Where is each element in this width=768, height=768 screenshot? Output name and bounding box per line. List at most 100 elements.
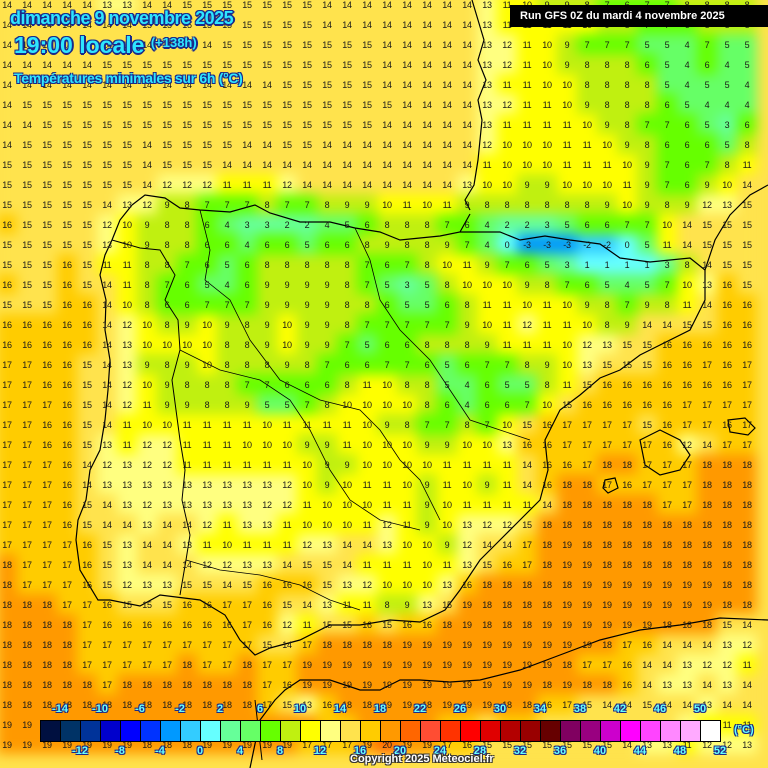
- field-cell: [397, 334, 417, 354]
- grid-value: 11: [502, 460, 512, 470]
- grid-value: 11: [682, 300, 692, 310]
- grid-value: 9: [444, 540, 450, 550]
- grid-value: 14: [442, 180, 452, 190]
- legend-swatch: [261, 721, 281, 741]
- grid-value: 15: [482, 560, 492, 570]
- grid-value: 16: [62, 440, 72, 450]
- field-cell: [97, 94, 117, 114]
- grid-value: 4: [624, 280, 630, 290]
- grid-value: 5: [344, 220, 350, 230]
- legend-label-bottom: -12: [72, 745, 88, 757]
- field-cell: [417, 94, 437, 114]
- field-cell: [397, 114, 417, 134]
- legend-label-bottom: -8: [115, 745, 125, 757]
- grid-value: 15: [122, 100, 132, 110]
- grid-value: 8: [604, 60, 610, 70]
- field-cell: [277, 334, 297, 354]
- grid-value: 19: [682, 580, 692, 590]
- grid-value: 15: [342, 100, 352, 110]
- grid-value: 5: [724, 40, 730, 50]
- legend-label-top: 38: [573, 703, 587, 715]
- grid-value: 18: [742, 520, 752, 530]
- grid-value: 8: [324, 260, 330, 270]
- field-cell: [157, 254, 177, 274]
- grid-value: 12: [582, 340, 592, 350]
- field-cell: [257, 134, 277, 154]
- grid-value: 5: [424, 280, 430, 290]
- legend-label-bottom: 32: [513, 745, 527, 757]
- grid-value: 15: [242, 100, 252, 110]
- field-cell: [377, 114, 397, 134]
- field-cell: [17, 334, 37, 354]
- field-cell: [717, 194, 737, 214]
- grid-value: 5: [644, 240, 650, 250]
- grid-value: 8: [544, 280, 550, 290]
- grid-value: 10: [462, 440, 472, 450]
- field-cell: [457, 54, 477, 74]
- field-cell: [517, 134, 537, 154]
- grid-value: 1: [644, 260, 650, 270]
- grid-value: 11: [442, 200, 452, 210]
- grid-value: 15: [302, 560, 312, 570]
- grid-value: 3: [544, 220, 550, 230]
- grid-value: 16: [682, 380, 692, 390]
- grid-value: 8: [604, 100, 610, 110]
- grid-value: 13: [102, 440, 112, 450]
- grid-value: 12: [362, 580, 372, 590]
- field-cell: [317, 334, 337, 354]
- grid-value: 9: [464, 200, 470, 210]
- grid-value: 14: [702, 680, 712, 690]
- field-cell: [357, 114, 377, 134]
- grid-value: 17: [242, 620, 252, 630]
- field-cell: [457, 0, 477, 14]
- field-cell: [17, 174, 37, 194]
- field-cell: [437, 274, 457, 294]
- grid-value: 15: [22, 200, 32, 210]
- grid-value: 11: [362, 600, 372, 610]
- grid-value: 18: [602, 640, 612, 650]
- field-cell: [197, 74, 217, 94]
- field-cell: [417, 274, 437, 294]
- grid-value: 15: [282, 0, 292, 10]
- field-cell: [177, 34, 197, 54]
- grid-value: 11: [522, 40, 532, 50]
- grid-value: 9: [264, 320, 270, 330]
- field-cell: [97, 314, 117, 334]
- grid-value: 18: [582, 520, 592, 530]
- field-cell: [237, 74, 257, 94]
- field-cell: [157, 134, 177, 154]
- field-cell: [0, 154, 17, 174]
- grid-value: 9: [184, 360, 190, 370]
- field-cell: [737, 134, 757, 154]
- field-cell: [617, 274, 637, 294]
- field-cell: [0, 74, 17, 94]
- grid-value: 11: [182, 460, 192, 470]
- field-cell: [717, 134, 737, 154]
- grid-value: 10: [422, 200, 432, 210]
- field-cell: [117, 174, 137, 194]
- grid-value: 17: [62, 600, 72, 610]
- field-cell: [637, 114, 657, 134]
- grid-value: 15: [142, 600, 152, 610]
- grid-value: 19: [562, 540, 572, 550]
- grid-value: 15: [182, 60, 192, 70]
- field-cell: [77, 14, 97, 34]
- grid-value: 15: [242, 40, 252, 50]
- field-cell: [657, 114, 677, 134]
- grid-value: 6: [644, 60, 650, 70]
- grid-value: 10: [122, 220, 132, 230]
- grid-value: 14: [522, 480, 532, 490]
- grid-value: 13: [122, 540, 132, 550]
- grid-value: 14: [662, 660, 672, 670]
- grid-value: 15: [2, 300, 12, 310]
- field-cell: [737, 374, 757, 394]
- grid-value: 14: [62, 60, 72, 70]
- field-cell: [737, 94, 757, 114]
- grid-value: 17: [22, 360, 32, 370]
- grid-value: 18: [582, 480, 592, 490]
- grid-value: 13: [122, 340, 132, 350]
- grid-value: 12: [742, 640, 752, 650]
- field-cell: [497, 154, 517, 174]
- grid-value: 12: [722, 660, 732, 670]
- grid-value: 16: [662, 380, 672, 390]
